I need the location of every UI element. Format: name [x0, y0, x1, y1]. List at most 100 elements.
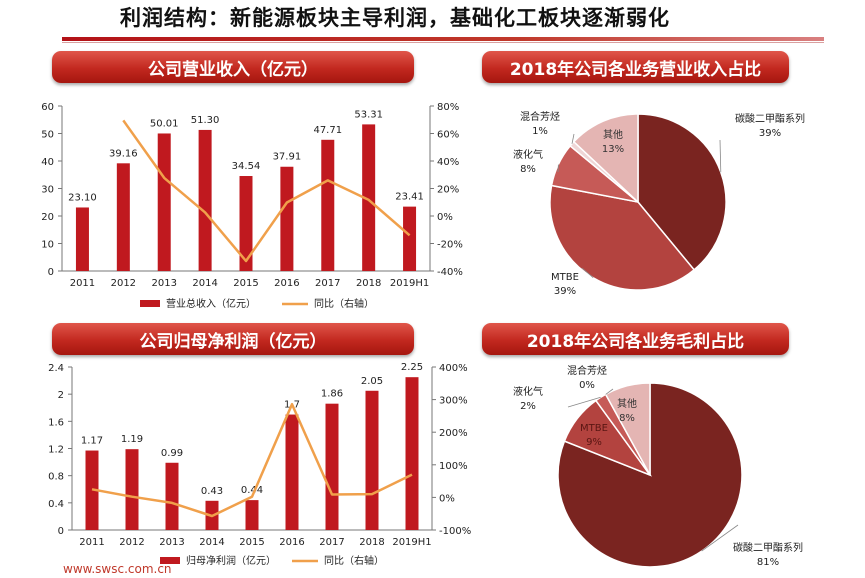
pie-leader-line: [567, 396, 601, 408]
pie-slice-percent: 39%: [759, 128, 781, 139]
bar-data-label: 23.41: [395, 192, 424, 203]
x-tick-label: 2019H1: [392, 537, 431, 548]
x-tick-label: 2015: [239, 537, 264, 548]
right-tick-label: 80%: [437, 102, 459, 113]
revenue-bar: [125, 449, 139, 530]
pie-slice-label: 液化气: [513, 385, 543, 398]
legend-line-label: 同比（右轴）: [324, 554, 384, 567]
pie-slice-label: 混合芳烃: [567, 364, 607, 377]
bar-data-label: 51.30: [191, 115, 220, 126]
bar-data-label: 1.86: [321, 389, 343, 400]
revenue-bar: [405, 377, 419, 530]
x-tick-label: 2017: [319, 537, 344, 548]
pie-slice-percent: 0%: [579, 380, 595, 391]
legend-bar-swatch: [140, 300, 160, 307]
revenue-bar: [365, 390, 379, 530]
right-tick-label: -20%: [437, 240, 463, 251]
left-tick-label: 0: [58, 526, 64, 537]
pie-slice-percent: 1%: [532, 126, 548, 137]
yoy-growth-line: [122, 119, 411, 263]
pie-slice-label: 碳酸二甲酯系列: [733, 541, 803, 554]
pie-leader-line: [605, 388, 614, 395]
margin-share-pie-chart: 碳酸二甲酯系列 81% MTBE 9% 液化气 2% 混合芳烃 0% 其他 8%: [513, 364, 803, 568]
left-tick-label: 50: [41, 130, 54, 141]
revenue-bar: [165, 462, 179, 530]
x-tick-label: 2019H1: [390, 278, 429, 289]
x-tick-label: 2016: [274, 278, 299, 289]
pie-slice-label: MTBE: [580, 423, 608, 434]
right-tick-label: 40%: [437, 157, 459, 168]
right-tick-label: 0%: [439, 493, 455, 504]
bar-data-label: 39.16: [109, 148, 138, 159]
legend-bar-label: 营业总收入（亿元）: [166, 297, 256, 310]
bar-data-label: 0.44: [241, 485, 263, 496]
left-tick-label: 40: [41, 157, 54, 168]
pie-slice-percent: 8%: [619, 413, 635, 424]
x-tick-label: 2015: [233, 278, 258, 289]
pie-leader-line: [719, 139, 722, 173]
left-tick-label: 10: [41, 240, 54, 251]
right-tick-label: -40%: [437, 267, 463, 278]
right-tick-label: 400%: [439, 363, 468, 374]
x-tick-label: 2018: [359, 537, 384, 548]
profit-combo-chart: 0 0.4 0.8 1.2 1.6 2 2.4 -100% 0% 100% 200% 300% 400%…: [48, 362, 471, 567]
x-tick-label: 2017: [315, 278, 340, 289]
left-tick-label: 2: [58, 390, 64, 401]
left-tick-label: 2.4: [48, 363, 64, 374]
pie-slice-label: 碳酸二甲酯系列: [735, 112, 805, 125]
left-tick-label: 1.2: [48, 445, 64, 456]
revenue-bar: [362, 124, 376, 272]
pie-slice-percent: 2%: [520, 401, 536, 412]
right-tick-label: 60%: [437, 130, 459, 141]
pie-slice-label: MTBE: [551, 272, 579, 283]
pie-slice-percent: 81%: [757, 557, 779, 568]
pie-leader-line: [701, 524, 739, 552]
x-tick-label: 2012: [119, 537, 144, 548]
pie-slice-label: 液化气: [513, 148, 543, 161]
bar-data-label: 34.54: [232, 161, 261, 172]
pie-leader-line: [581, 267, 594, 279]
left-tick-label: 0: [48, 267, 54, 278]
bar-data-label: 1.19: [121, 434, 143, 445]
left-tick-label: 20: [41, 212, 54, 223]
left-tick-label: 1.6: [48, 417, 64, 428]
x-tick-label: 2014: [199, 537, 224, 548]
revenue-bar: [116, 163, 130, 271]
pie-slice-percent: 8%: [520, 164, 536, 175]
right-tick-label: 300%: [439, 396, 468, 407]
bar-data-label: 53.31: [354, 109, 383, 120]
revenue-share-chart-banner: 2018年公司各业务营业收入占比: [482, 51, 789, 83]
bar-data-label: 0.43: [201, 486, 223, 497]
margin-share-chart-banner: 2018年公司各业务毛利占比: [482, 323, 789, 355]
website-footer: www.swsc.com.cn: [63, 562, 172, 576]
x-tick-label: 2011: [79, 537, 104, 548]
revenue-chart-banner: 公司营业收入（亿元）: [52, 51, 414, 83]
pie-slice-label: 混合芳烃: [520, 110, 560, 123]
x-tick-label: 2016: [279, 537, 304, 548]
right-tick-label: 100%: [439, 461, 468, 472]
x-tick-label: 2014: [192, 278, 217, 289]
left-tick-label: 60: [41, 102, 54, 113]
revenue-share-pie-chart: 碳酸二甲酯系列 39% MTBE 39% 液化气 8% 混合芳烃 1% 其他 13%: [513, 110, 805, 297]
revenue-bar: [280, 166, 294, 271]
x-tick-label: 2012: [111, 278, 136, 289]
left-tick-label: 30: [41, 185, 54, 196]
bar-data-label: 37.91: [273, 152, 302, 163]
revenue-bar: [239, 176, 253, 271]
pie-slice-label: 其他: [617, 397, 637, 410]
x-tick-label: 2011: [70, 278, 95, 289]
bar-data-label: 2.05: [361, 376, 383, 387]
revenue-bar: [245, 500, 259, 530]
right-tick-label: 200%: [439, 428, 468, 439]
x-tick-label: 2013: [151, 278, 176, 289]
revenue-bar: [321, 139, 335, 271]
yoy-growth-line: [91, 402, 413, 518]
pie-slice: [572, 113, 639, 204]
left-tick-label: 0.8: [48, 472, 64, 483]
bar-data-label: 0.99: [161, 448, 183, 459]
revenue-bar: [198, 129, 212, 271]
pie-slice-label: 其他: [603, 128, 623, 141]
pie-slice-percent: 9%: [586, 437, 602, 448]
bar-data-label: 23.10: [68, 192, 97, 203]
revenue-combo-chart: 0 10 20 30 40 50 60 -40% -20% 0% 20% 40% 60% 80% 23.10…: [41, 102, 463, 310]
